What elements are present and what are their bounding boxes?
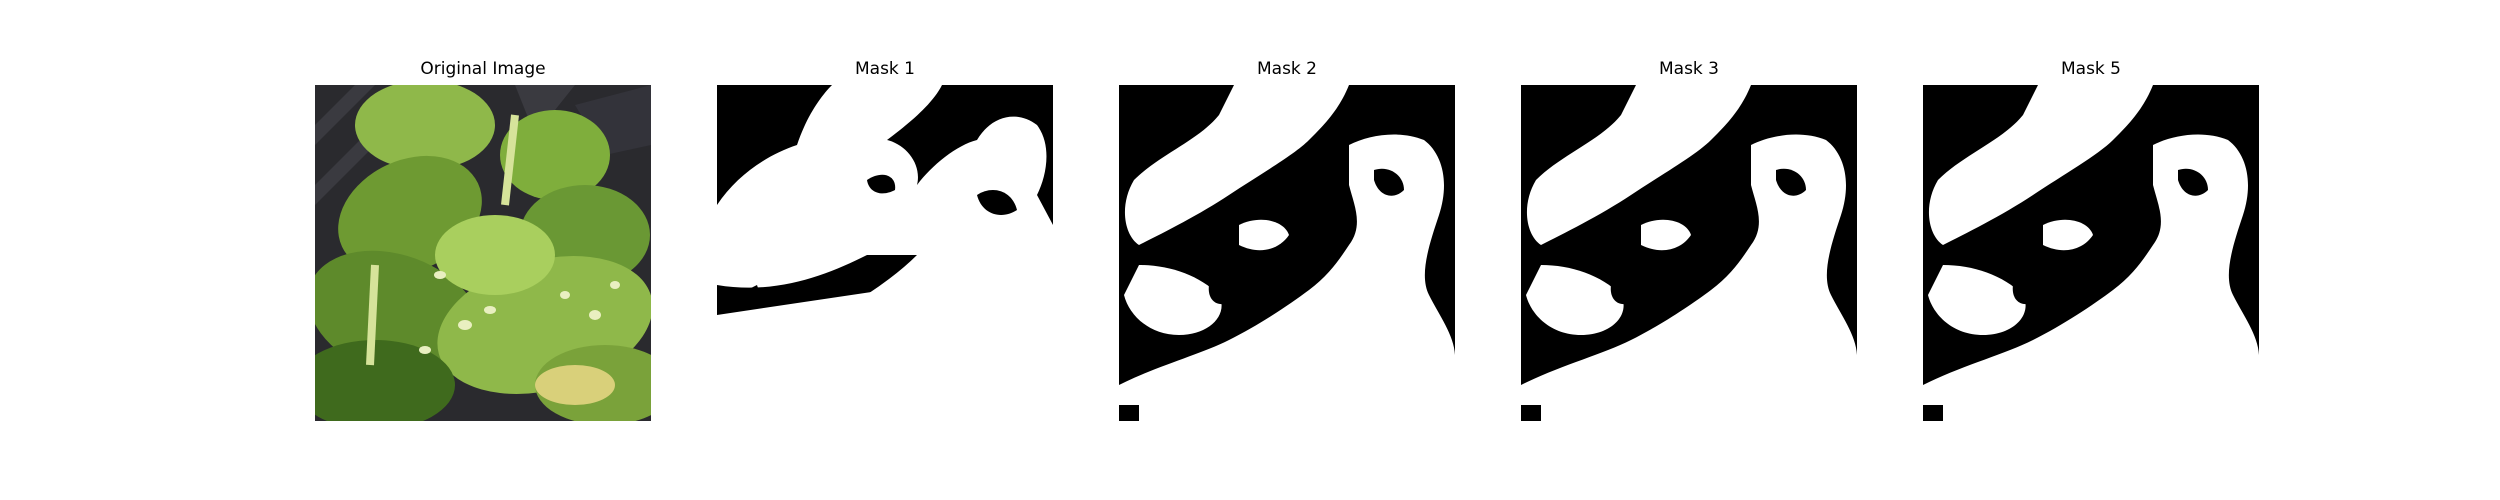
panel-title: Mask 5 xyxy=(2060,59,2121,79)
panel-title: Mask 2 xyxy=(1256,59,1317,79)
mask-5-image xyxy=(1923,85,2259,421)
panel-mask-5: Mask 5 xyxy=(1921,58,2261,428)
mask-3-image xyxy=(1521,85,1857,421)
mask-2-image xyxy=(1119,85,1455,421)
mask-3-shape xyxy=(1521,85,1857,421)
panel-mask-2: Mask 2 xyxy=(1117,58,1457,428)
plant-photo-illustration xyxy=(315,85,651,421)
panel-title: Original Image xyxy=(420,59,546,79)
panel-title: Mask 1 xyxy=(854,59,915,79)
panel-original-image: Original Image xyxy=(313,58,653,428)
panel-mask-3: Mask 3 xyxy=(1519,58,1859,428)
mask-2-shape xyxy=(1119,85,1455,421)
original-plant-photo xyxy=(315,85,651,421)
panel-title: Mask 3 xyxy=(1658,59,1719,79)
panel-mask-1: Mask 1 xyxy=(715,58,1055,428)
mask-1-shape xyxy=(717,85,1053,421)
mask-1-image xyxy=(717,85,1053,421)
mask-5-shape xyxy=(1923,85,2259,421)
